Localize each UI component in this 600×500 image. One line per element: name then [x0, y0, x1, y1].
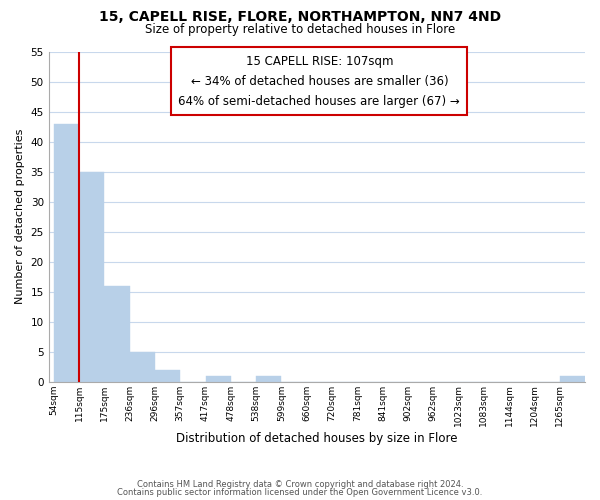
Bar	[206, 376, 231, 382]
Text: Contains HM Land Registry data © Crown copyright and database right 2024.: Contains HM Land Registry data © Crown c…	[137, 480, 463, 489]
Bar	[130, 352, 155, 382]
Bar	[104, 286, 130, 382]
Text: 15 CAPELL RISE: 107sqm
← 34% of detached houses are smaller (36)
64% of semi-det: 15 CAPELL RISE: 107sqm ← 34% of detached…	[178, 54, 460, 108]
Y-axis label: Number of detached properties: Number of detached properties	[15, 129, 25, 304]
Bar	[79, 172, 104, 382]
Text: Size of property relative to detached houses in Flore: Size of property relative to detached ho…	[145, 22, 455, 36]
Bar	[54, 124, 79, 382]
Bar	[155, 370, 180, 382]
Text: Contains public sector information licensed under the Open Government Licence v3: Contains public sector information licen…	[118, 488, 482, 497]
X-axis label: Distribution of detached houses by size in Flore: Distribution of detached houses by size …	[176, 432, 458, 445]
Bar	[256, 376, 281, 382]
Bar	[560, 376, 585, 382]
Text: 15, CAPELL RISE, FLORE, NORTHAMPTON, NN7 4ND: 15, CAPELL RISE, FLORE, NORTHAMPTON, NN7…	[99, 10, 501, 24]
